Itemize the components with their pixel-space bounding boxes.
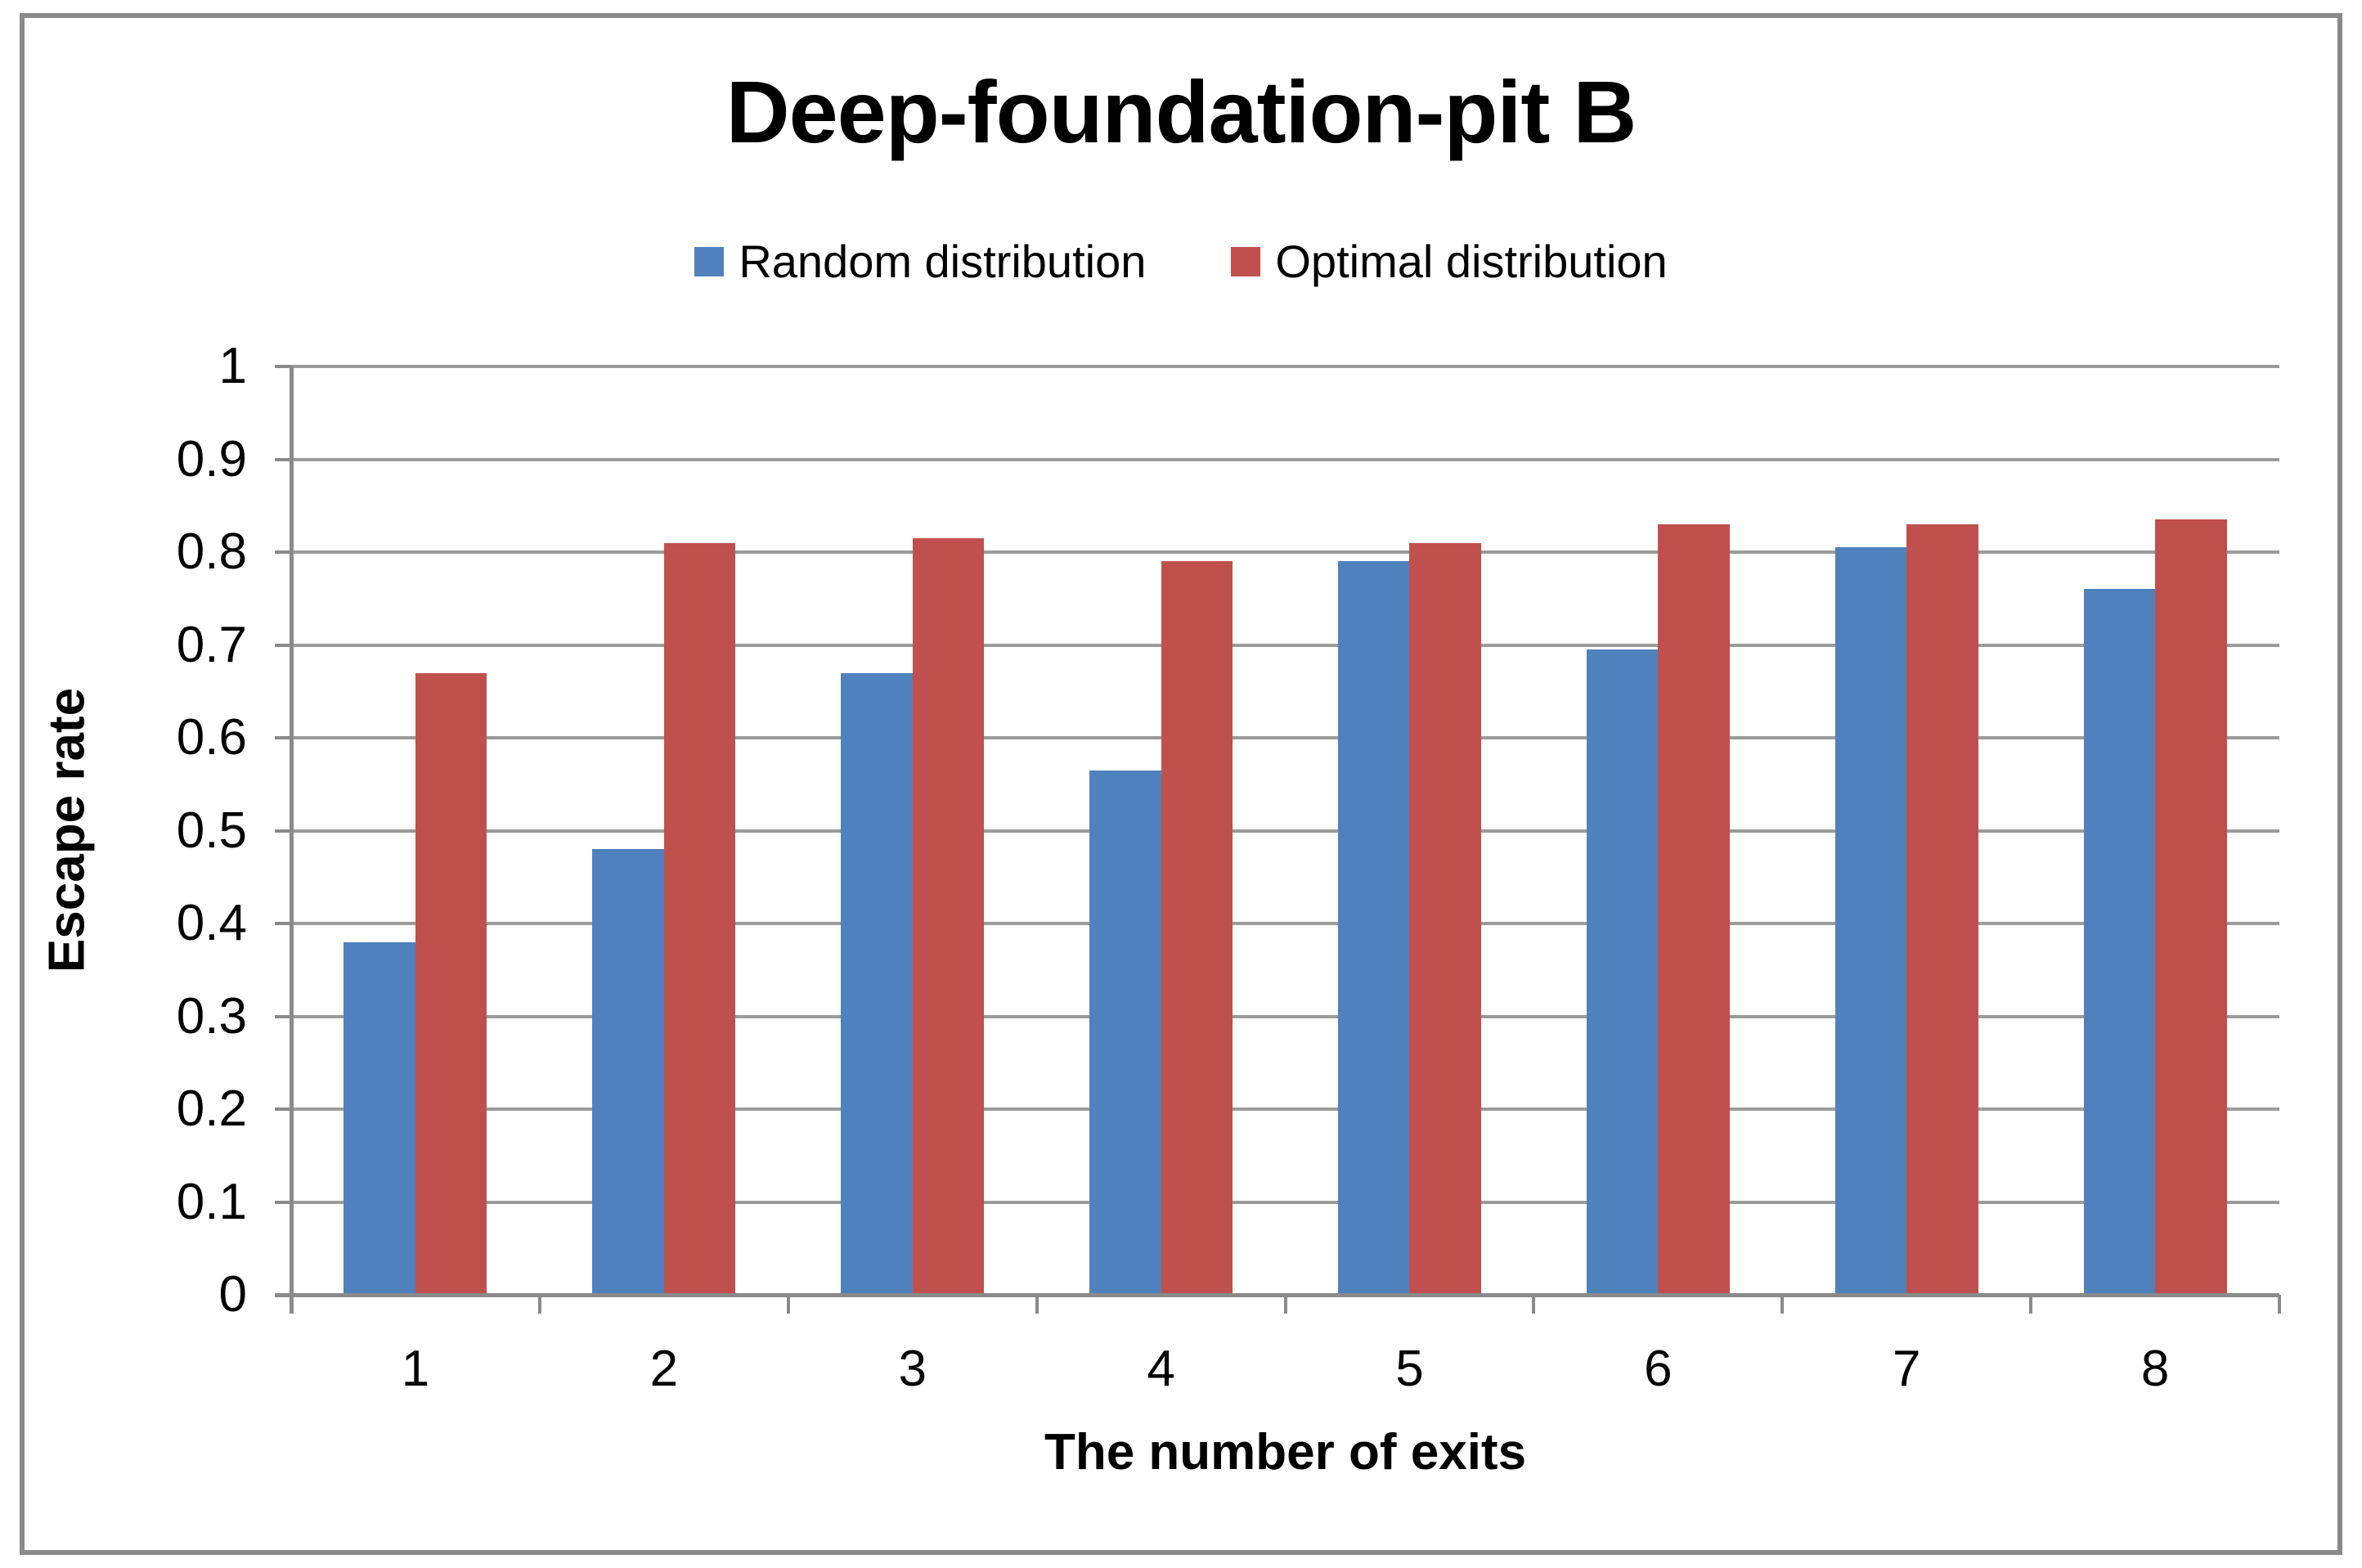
x-tick-2	[786, 1295, 790, 1314]
x-tick-5	[1532, 1295, 1536, 1314]
x-tick-7	[2029, 1295, 2033, 1314]
bar-random-1	[344, 941, 415, 1295]
bar-random-7	[1834, 547, 1907, 1295]
y-tick-0	[275, 1293, 291, 1296]
bar-random-5	[1337, 561, 1410, 1295]
x-axis-title: The number of exits	[1044, 1424, 1527, 1480]
y-tick-0.1	[275, 1200, 291, 1204]
x-category-label-5: 5	[1395, 1341, 1424, 1397]
x-category-label-4: 4	[1147, 1341, 1175, 1397]
bar-random-2	[592, 849, 664, 1295]
gridline-0.1	[291, 1200, 2279, 1204]
y-tick-0.8	[275, 550, 291, 554]
legend: Random distribution Optimal distribution	[0, 233, 2362, 290]
x-category-label-8: 8	[2140, 1341, 2170, 1397]
figure-border	[20, 13, 2342, 1555]
y-tick-label-0.7: 0.7	[176, 616, 247, 673]
bar-optimal-2	[663, 542, 736, 1295]
gridline-0.4	[291, 922, 2279, 925]
x-axis-line	[275, 1293, 2279, 1297]
y-tick-label-0.8: 0.8	[176, 523, 247, 580]
y-tick-0.7	[275, 643, 291, 647]
y-tick-0.5	[275, 829, 291, 833]
y-tick-0.2	[275, 1107, 291, 1111]
bar-random-3	[841, 672, 913, 1295]
y-tick-label-0.2: 0.2	[176, 1081, 247, 1137]
y-tick-label-0.3: 0.3	[176, 987, 247, 1045]
gridline-1	[291, 365, 2279, 368]
y-tick-0.9	[275, 457, 291, 461]
y-tick-label-0.6: 0.6	[176, 709, 247, 766]
gridline-0.6	[291, 736, 2279, 739]
bar-optimal-3	[912, 537, 985, 1295]
x-tick-8	[2278, 1295, 2281, 1314]
x-category-label-2: 2	[649, 1341, 679, 1397]
legend-swatch-random-icon	[694, 247, 725, 276]
gridline-0.8	[291, 550, 2279, 554]
legend-item-random: Random distribution	[694, 233, 1146, 290]
x-tick-6	[1780, 1295, 1785, 1314]
y-tick-0.3	[275, 1014, 291, 1018]
y-tick-0.6	[275, 736, 291, 739]
bar-random-6	[1586, 649, 1659, 1295]
legend-label-random: Random distribution	[739, 236, 1147, 287]
bar-random-4	[1089, 770, 1161, 1295]
x-category-label-3: 3	[898, 1341, 927, 1397]
gridline-0.3	[291, 1014, 2279, 1018]
bar-optimal-7	[1906, 523, 1978, 1295]
gridline-0.5	[291, 829, 2279, 833]
bar-optimal-8	[2155, 519, 2227, 1295]
y-tick-label-1: 1	[218, 338, 247, 394]
y-tick-label-0.1: 0.1	[176, 1173, 247, 1230]
x-category-label-7: 7	[1892, 1341, 1921, 1397]
y-tick-label-0.4: 0.4	[176, 895, 247, 951]
bar-optimal-4	[1161, 561, 1233, 1295]
y-tick-label-0.9: 0.9	[176, 430, 247, 487]
x-tick-0	[290, 1295, 293, 1314]
y-tick-1	[275, 365, 291, 368]
legend-label-optimal: Optimal distribution	[1275, 236, 1668, 287]
y-tick-label-0: 0	[218, 1266, 247, 1323]
gridline-0.9	[291, 457, 2279, 461]
bar-optimal-1	[415, 672, 487, 1295]
plot-area	[275, 365, 2281, 1314]
y-tick-0.4	[275, 922, 291, 925]
y-axis-line	[290, 366, 294, 1314]
x-category-label-6: 6	[1644, 1341, 1673, 1397]
chart-title: Deep-foundation-pit B	[725, 62, 1637, 161]
bar-optimal-5	[1409, 542, 1481, 1295]
gridline-0.7	[291, 643, 2279, 647]
gridline-0.2	[291, 1107, 2279, 1111]
x-tick-1	[537, 1295, 541, 1314]
bar-random-8	[2083, 589, 2156, 1295]
legend-item-optimal: Optimal distribution	[1231, 233, 1668, 290]
legend-swatch-optimal-icon	[1231, 247, 1261, 276]
bar-optimal-6	[1658, 523, 1730, 1295]
x-tick-3	[1035, 1295, 1039, 1314]
x-tick-4	[1283, 1295, 1287, 1314]
y-tick-label-0.5: 0.5	[176, 802, 247, 859]
x-category-label-1: 1	[401, 1341, 430, 1397]
